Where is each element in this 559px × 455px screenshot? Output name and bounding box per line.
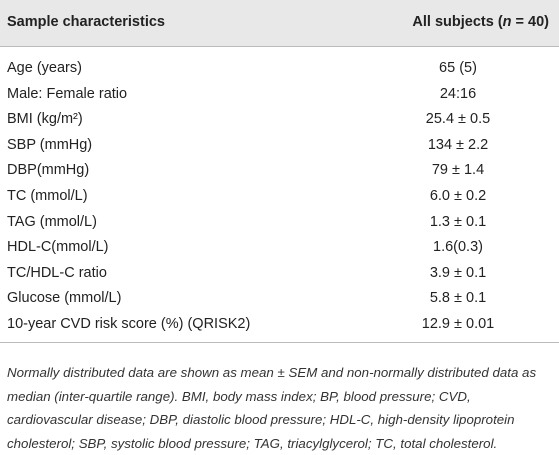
table-row: Glucose (mmol/L) 5.8 ± 0.1 [0,287,559,312]
footnote: Normally distributed data are shown as m… [7,365,537,451]
table-row: Male: Female ratio 24:16 [0,83,559,108]
table-cell: 79 ± 1.4 [431,162,485,179]
table-cell: 134 ± 2.2 [427,136,489,153]
table-cell: Glucose (mmol/L) [7,290,122,307]
table-cell: SBP (mmHg) [7,136,93,153]
table-cell: 10-year CVD risk score (%) (QRISK2) [7,316,251,332]
table-cell: TC/HDL-C ratio [7,264,107,281]
table-cell: 1.3 ± 0.1 [429,213,487,230]
header-row: Sample characteristics All subjects (n =… [0,0,559,47]
header-cell: Sample characteristics [7,14,165,30]
table-cell: 25.4 ± 0.5 [425,111,491,128]
rule [0,342,559,343]
table-cell: TC (mmol/L) [7,188,88,204]
table-cell: 6.0 ± 0.2 [429,188,487,204]
table-cell: 1.6(0.3) [433,239,483,256]
header-text: = 40) [511,14,549,30]
table-cell: 3.9 ± 0.1 [429,264,487,281]
table-row: DBP(mmHg) 79 ± 1.4 [0,159,559,184]
table-row: TAG (mmol/L) 1.3 ± 0.1 [0,211,559,236]
table-cell: DBP(mmHg) [7,162,90,179]
table-cell: Male: Female ratio [7,85,128,102]
table-cell: HDL-C(mmol/L) [7,239,109,256]
header-text: All subjects ( [412,14,503,30]
table-cell: 24:16 [439,85,477,102]
table-row: 10-year CVD risk score (%) (QRISK2) 12.9 … [0,313,559,338]
table-cell: 65 (5) [439,60,477,76]
table-cell: 5.8 ± 0.1 [429,290,487,307]
table-row: HDL-C(mmol/L) 1.6(0.3) [0,236,559,261]
table-row: SBP (mmHg) 134 ± 2.2 [0,134,559,159]
table-row: TC/HDL-C ratio 3.9 ± 0.1 [0,262,559,287]
table-row: Age (years) 65 (5) [0,57,559,82]
table-cell: 12.9 ± 0.01 [421,316,495,332]
header-cell: All subjects (n = 40) [360,14,549,30]
table-cell: Age (years) [7,60,82,76]
table-cell: TAG (mmol/L) [7,213,97,230]
table-cell: BMI (kg/m²) [7,111,83,128]
table-row: TC (mmol/L) 6.0 ± 0.2 [0,185,559,210]
header-text: n [502,14,512,30]
table-row: BMI (kg/m²) 25.4 ± 0.5 [0,108,559,133]
